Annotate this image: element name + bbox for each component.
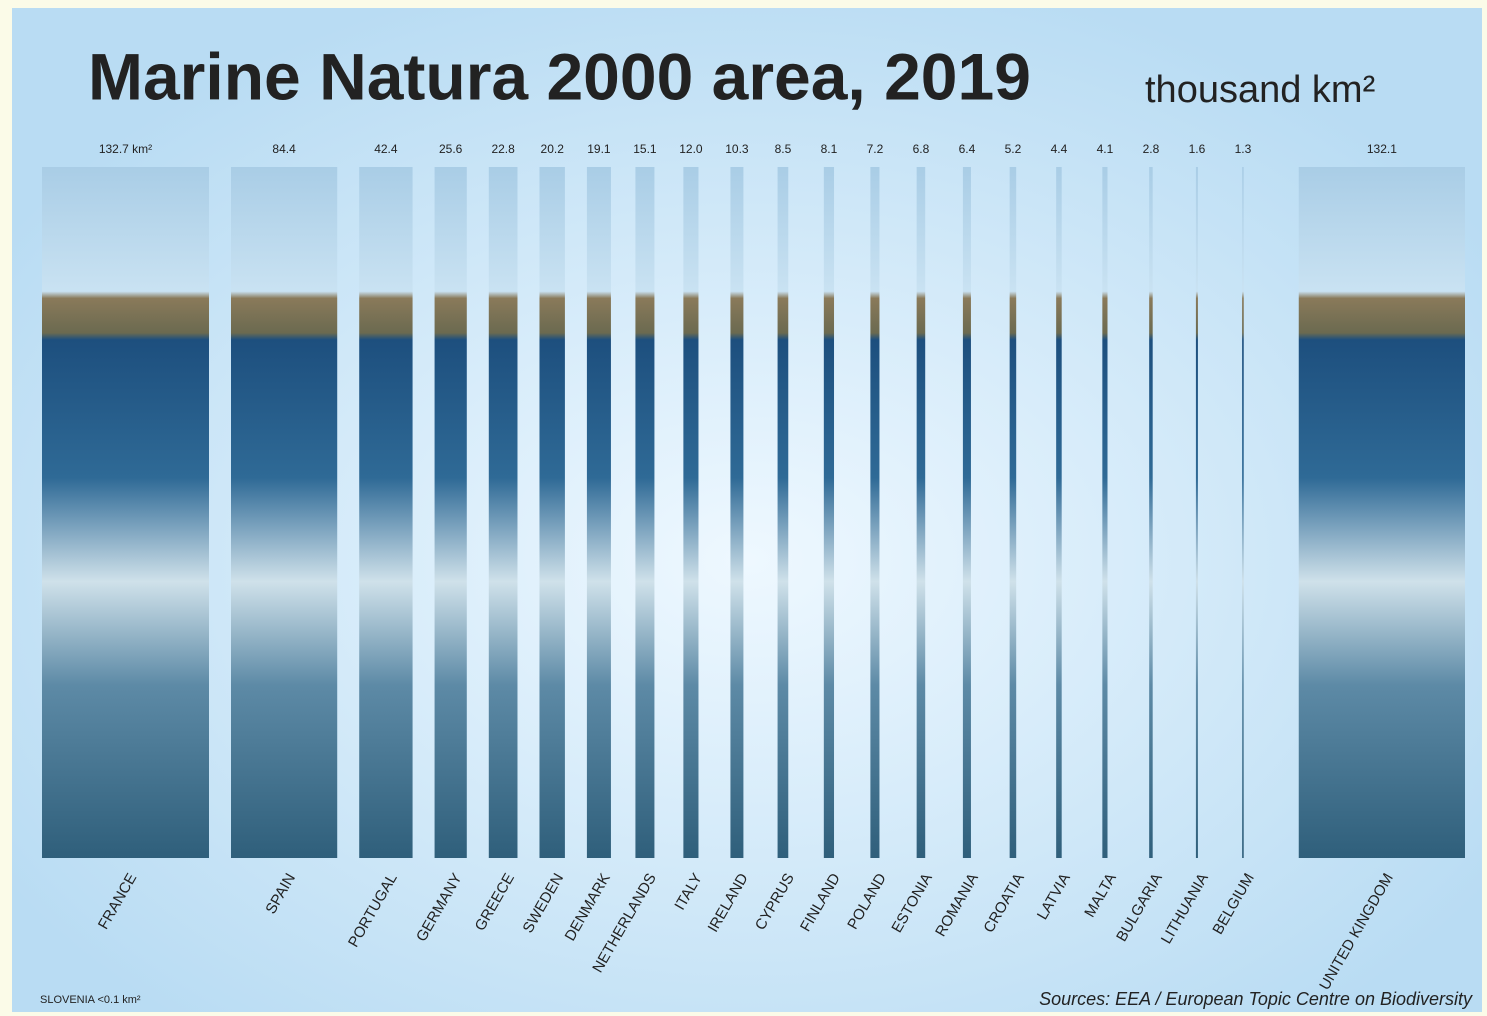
bar (1009, 167, 1017, 858)
bar (777, 167, 789, 858)
footnote: SLOVENIA <0.1 km² (40, 994, 141, 1006)
value-label: 20.2 (541, 142, 565, 156)
bar (1242, 167, 1244, 858)
bar (1298, 167, 1465, 858)
value-label: 132.1 (1367, 142, 1397, 156)
value-label: 19.1 (587, 142, 611, 156)
bar (359, 167, 413, 858)
bar (1195, 167, 1198, 858)
bar (962, 167, 971, 858)
value-label: 10.3 (725, 142, 749, 156)
bar (488, 167, 518, 858)
value-label: 12.0 (679, 142, 703, 156)
bar (1102, 167, 1108, 858)
bar (434, 167, 467, 858)
value-label: 7.2 (867, 142, 884, 156)
bar (586, 167, 611, 858)
value-label: 2.8 (1143, 142, 1160, 156)
chart-title: Marine Natura 2000 area, 2019 (88, 39, 1031, 113)
source: Sources: EEA / European Topic Centre on … (1039, 989, 1473, 1009)
value-label: 4.1 (1097, 142, 1114, 156)
value-label: 6.8 (913, 142, 930, 156)
value-label: 8.1 (821, 142, 838, 156)
bar (635, 167, 655, 858)
value-label: 84.4 (272, 142, 296, 156)
value-label: 42.4 (374, 142, 398, 156)
value-label: 15.1 (633, 142, 657, 156)
value-label: 1.3 (1235, 142, 1252, 156)
unit-label: thousand km² (1145, 69, 1375, 111)
value-label: 1.6 (1189, 142, 1206, 156)
value-label: 8.5 (775, 142, 792, 156)
value-label: 25.6 (439, 142, 463, 156)
bar (231, 167, 338, 858)
bar (1149, 167, 1153, 858)
bar (539, 167, 565, 858)
bar (683, 167, 699, 858)
value-label: 132.7 km² (99, 142, 152, 156)
bar (823, 167, 835, 858)
bar (916, 167, 926, 858)
bar (730, 167, 744, 858)
value-label: 22.8 (491, 142, 515, 156)
bar (870, 167, 880, 858)
value-label: 6.4 (959, 142, 976, 156)
value-label: 4.4 (1051, 142, 1068, 156)
bar (42, 167, 209, 858)
bar (1056, 167, 1062, 858)
value-label: 5.2 (1005, 142, 1022, 156)
